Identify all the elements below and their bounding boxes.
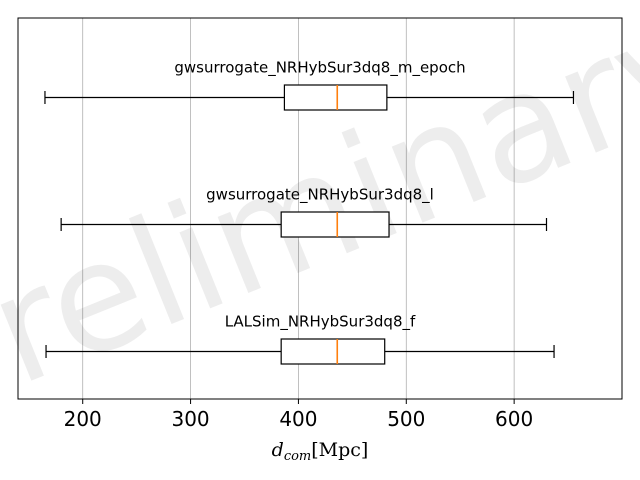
boxes: gwsurrogate_NRHybSur3dq8_m_epoch gwsurrog… bbox=[44, 59, 575, 365]
x-tick-label: 500 bbox=[387, 407, 425, 431]
x-axis-label: dcom[Mpc] bbox=[272, 439, 369, 464]
box-2: gwsurrogate_NRHybSur3dq8_l bbox=[60, 186, 548, 238]
x-axis-label-unit: [Mpc] bbox=[311, 439, 368, 461]
x-axis-ticks: 200 300 400 500 600 bbox=[64, 399, 533, 431]
series-label: gwsurrogate_NRHybSur3dq8_m_epoch bbox=[174, 59, 465, 78]
x-axis-label-symbol: d bbox=[272, 439, 284, 461]
iqr-box bbox=[283, 84, 388, 111]
grid-lines bbox=[82, 18, 515, 399]
x-axis-label-subscript: com bbox=[284, 449, 311, 464]
x-tick-label: 400 bbox=[279, 407, 317, 431]
series-label: gwsurrogate_NRHybSur3dq8_l bbox=[206, 186, 434, 205]
x-tick-label: 600 bbox=[495, 407, 533, 431]
box-3: LALSim_NRHybSur3dq8_f bbox=[45, 313, 555, 365]
x-tick-label: 300 bbox=[171, 407, 209, 431]
iqr-box bbox=[280, 338, 386, 365]
iqr-box bbox=[280, 211, 390, 238]
series-label: LALSim_NRHybSur3dq8_f bbox=[225, 313, 416, 332]
x-tick-label: 200 bbox=[64, 407, 102, 431]
plot-frame bbox=[17, 17, 623, 400]
box-1: gwsurrogate_NRHybSur3dq8_m_epoch bbox=[44, 59, 575, 111]
